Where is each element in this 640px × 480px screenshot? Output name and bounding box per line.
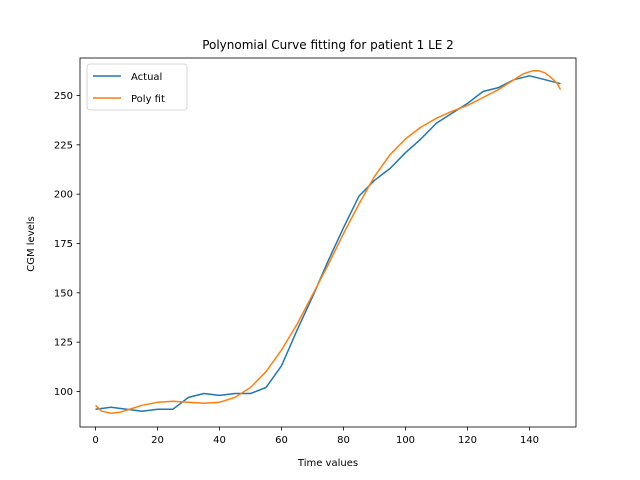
y-tick-label: 100 (54, 387, 73, 398)
legend-label-0: Actual (131, 72, 162, 83)
x-tick-label: 0 (92, 435, 98, 446)
y-tick-label: 175 (54, 239, 73, 250)
x-tick-label: 140 (520, 435, 539, 446)
x-axis-label: Time values (297, 458, 358, 469)
x-tick-label: 80 (337, 435, 350, 446)
x-tick-label: 100 (396, 435, 415, 446)
y-tick-label: 125 (54, 338, 73, 349)
x-tick-label: 60 (275, 435, 288, 446)
y-tick-label: 225 (54, 140, 73, 151)
y-axis-label: CGM levels (26, 216, 37, 272)
x-tick-label: 20 (151, 435, 164, 446)
chart-title: Polynomial Curve fitting for patient 1 L… (202, 38, 454, 52)
x-tick-label: 120 (458, 435, 477, 446)
y-tick-label: 250 (54, 91, 73, 102)
legend-label-1: Poly fit (131, 94, 165, 105)
x-tick-label: 40 (213, 435, 226, 446)
legend: Actual Poly fit (87, 64, 187, 110)
y-tick-label: 150 (54, 288, 73, 299)
y-tick-label: 200 (54, 190, 73, 201)
